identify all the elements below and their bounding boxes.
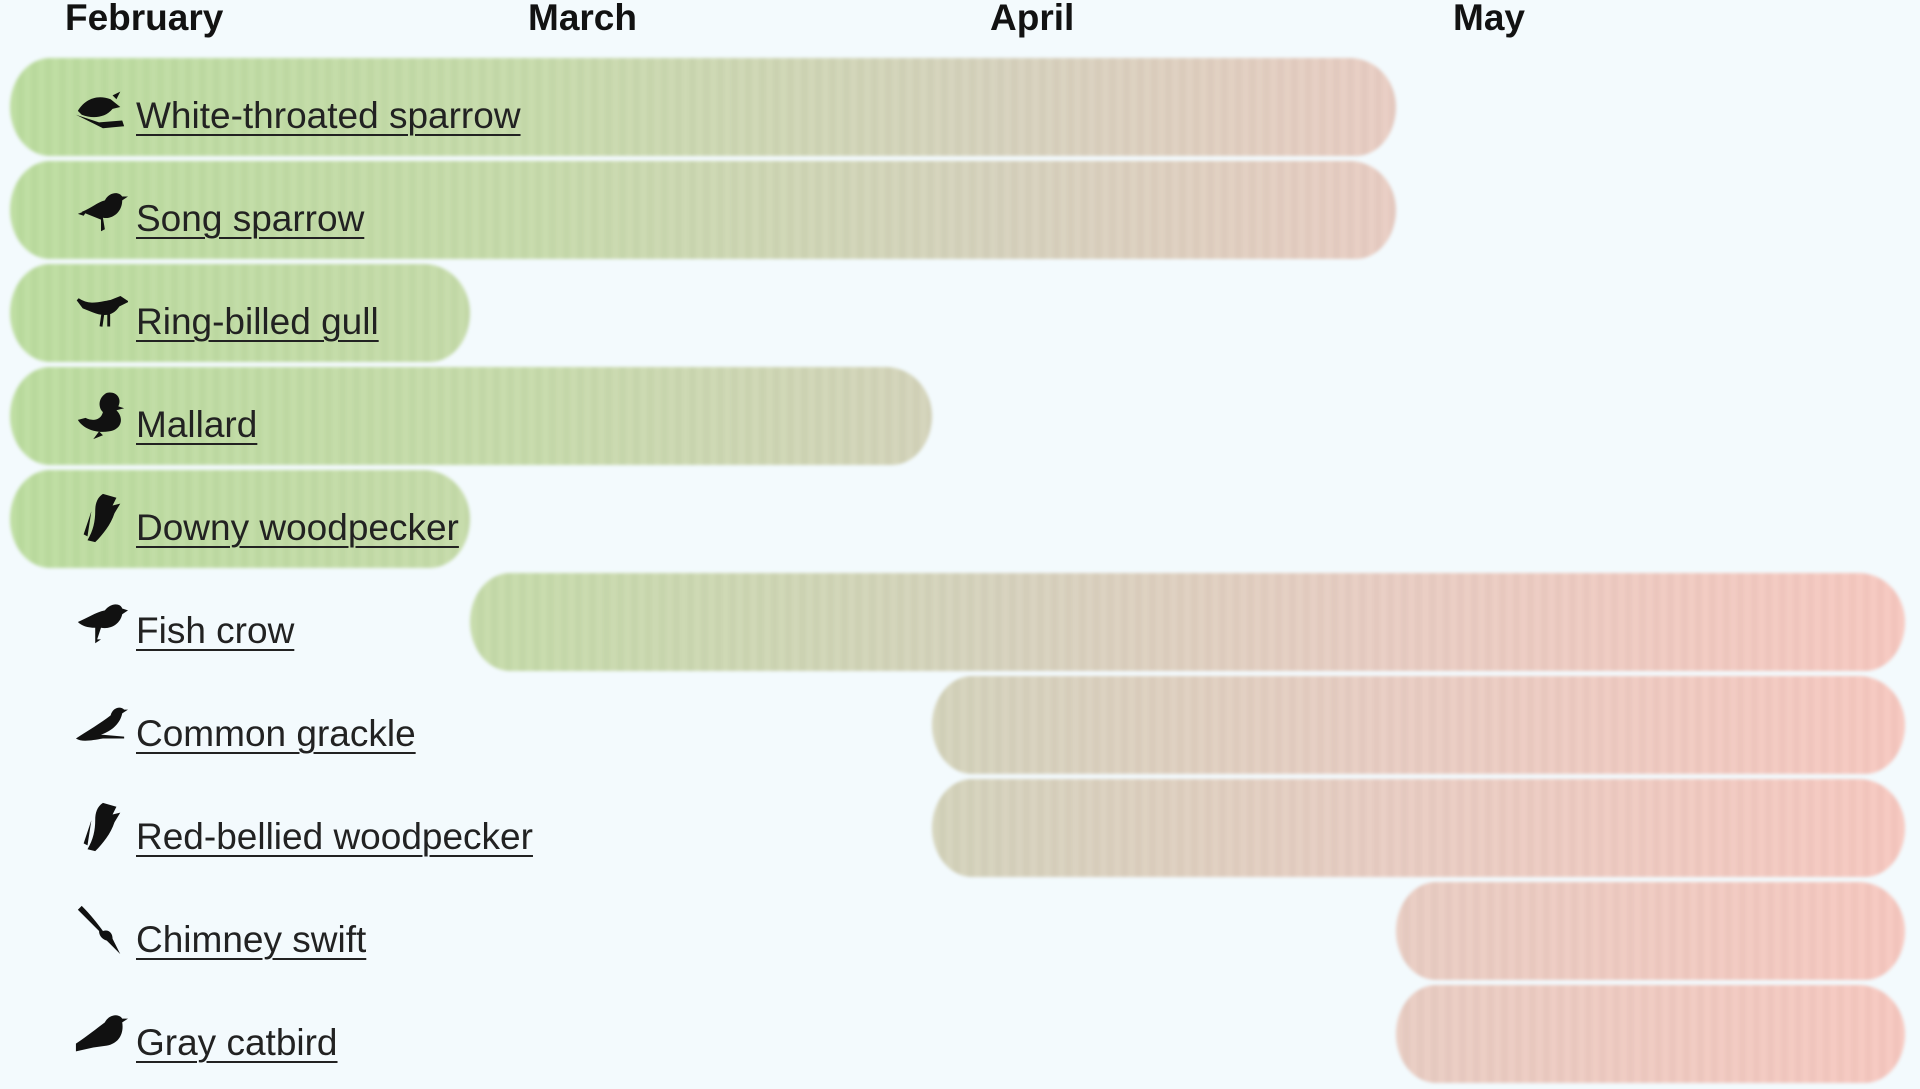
species-link[interactable]: Gray catbird (136, 1022, 338, 1063)
species-link[interactable]: Chimney swift (136, 919, 367, 960)
swift-icon (74, 904, 128, 958)
species-link[interactable]: Ring-billed gull (136, 301, 379, 342)
catbird-icon (74, 1007, 128, 1061)
range-bar (932, 676, 1905, 774)
duck-icon (74, 389, 128, 443)
month-label-may: May (1453, 0, 1525, 38)
woodpecker-icon (74, 801, 128, 855)
songbird-icon (74, 183, 128, 237)
range-bar (1396, 985, 1905, 1083)
range-bar (10, 470, 470, 568)
range-bar (10, 367, 932, 465)
sparrow-icon (74, 80, 128, 134)
month-label-february: February (65, 0, 224, 38)
species-link[interactable]: Common grackle (136, 713, 416, 754)
month-label-april: April (990, 0, 1075, 38)
range-bar (10, 264, 470, 362)
range-bar (470, 573, 1905, 671)
grackle-icon (74, 698, 128, 752)
species-link[interactable]: Fish crow (136, 610, 295, 651)
crow-icon (74, 595, 128, 649)
woodpecker-icon (74, 492, 128, 546)
range-bar (932, 779, 1905, 877)
range-bar (10, 58, 1396, 156)
gull-icon (74, 286, 128, 340)
species-link[interactable]: Song sparrow (136, 198, 365, 239)
species-link[interactable]: Downy woodpecker (136, 507, 459, 548)
species-link[interactable]: Mallard (136, 404, 258, 445)
month-label-march: March (528, 0, 637, 38)
range-bar (10, 161, 1396, 259)
range-bar (1396, 882, 1905, 980)
species-link[interactable]: Red-bellied woodpecker (136, 816, 533, 857)
species-link[interactable]: White-throated sparrow (136, 95, 521, 136)
